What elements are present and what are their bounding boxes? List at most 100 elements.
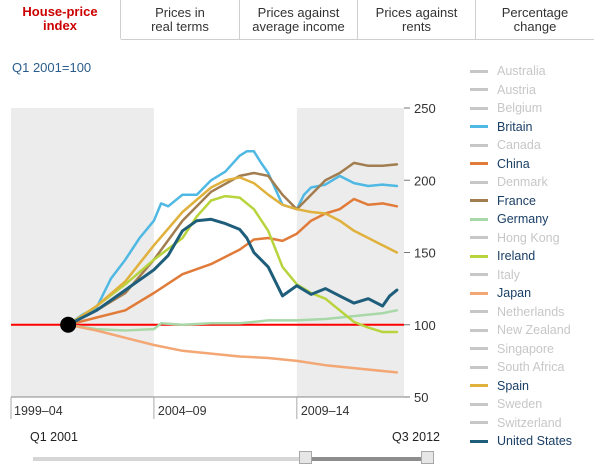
legend-swatch xyxy=(470,421,488,424)
legend-item-netherlands[interactable]: Netherlands xyxy=(470,303,564,321)
legend-swatch xyxy=(470,106,488,110)
tab-label: Percentage change xyxy=(501,4,569,34)
series-line-japan xyxy=(66,323,399,374)
tab-prices-in-real-terms[interactable]: Prices in real terms xyxy=(121,0,240,40)
tab-bar: House-price index Prices in real terms P… xyxy=(0,0,594,41)
legend-swatch xyxy=(470,125,488,128)
legend-swatch xyxy=(470,402,488,406)
legend-label: Britain xyxy=(497,119,533,134)
tab-house-price-index[interactable]: House-price index xyxy=(0,0,121,40)
y-tick-label: 50 xyxy=(414,390,428,405)
legend-swatch xyxy=(470,69,488,73)
period-band-3 xyxy=(296,108,404,397)
legend-label: Singapore xyxy=(497,341,554,356)
slider-start-handle[interactable] xyxy=(299,451,312,464)
slider-selected-range xyxy=(305,457,433,461)
legend-item-france[interactable]: France xyxy=(470,192,536,210)
legend-label: Italy xyxy=(497,267,520,282)
legend-item-germany[interactable]: Germany xyxy=(470,210,548,228)
legend-label: Ireland xyxy=(497,249,536,263)
tab-label: Prices against average income xyxy=(252,4,345,34)
legend-swatch xyxy=(470,384,488,387)
legend-item-canada[interactable]: Canada xyxy=(470,136,541,154)
legend-label: United States xyxy=(497,434,573,448)
tab-label: Prices in real terms xyxy=(151,4,209,34)
legend-item-japan[interactable]: Japan xyxy=(470,284,531,302)
series-line-united-states xyxy=(66,217,399,327)
x-period-label: 2004–09 xyxy=(158,404,207,418)
legend-label: Spain xyxy=(497,378,529,393)
legend-label: Netherlands xyxy=(497,304,565,319)
legend-swatch xyxy=(470,236,488,239)
x-period-label: 2009–14 xyxy=(301,404,350,418)
legend-label: New Zealand xyxy=(497,323,571,337)
slider-end-handle[interactable] xyxy=(421,451,434,464)
legend-swatch xyxy=(470,162,488,165)
legend-item-china[interactable]: China xyxy=(470,155,530,173)
slider-track[interactable] xyxy=(33,457,433,461)
legend-item-united-states[interactable]: United States xyxy=(470,432,572,450)
legend-item-hong-kong[interactable]: Hong Kong xyxy=(470,229,560,247)
y-tick-label: 150 xyxy=(414,246,436,261)
y-tick-label: 250 xyxy=(414,101,436,116)
legend-item-austria[interactable]: Austria xyxy=(470,81,536,99)
legend-item-switzerland[interactable]: Switzerland xyxy=(470,414,562,432)
legend-item-singapore[interactable]: Singapore xyxy=(470,340,554,358)
legend-swatch xyxy=(470,328,488,332)
legend-swatch xyxy=(470,254,488,258)
series-line-spain xyxy=(66,176,399,327)
period-band-1 xyxy=(11,108,154,397)
legend-swatch xyxy=(470,439,488,443)
tab-label: Prices against rents xyxy=(375,4,458,34)
legend-label: Germany xyxy=(497,212,549,226)
slider-start-label: Q1 2001 xyxy=(30,430,78,444)
y-tick-label: 200 xyxy=(414,173,436,188)
legend-swatch xyxy=(470,180,488,184)
legend-item-australia[interactable]: Australia xyxy=(470,62,546,80)
legend-swatch xyxy=(470,291,488,295)
tab-prices-against-average-income[interactable]: Prices against average income xyxy=(240,0,358,40)
slider-end-label: Q3 2012 xyxy=(392,430,440,444)
series-line-britain xyxy=(66,150,399,327)
legend-item-south-africa[interactable]: South Africa xyxy=(470,358,564,376)
legend-label: South Africa xyxy=(497,360,565,374)
legend-label: Hong Kong xyxy=(497,230,560,245)
legend-item-belgium[interactable]: Belgium xyxy=(470,99,542,117)
x-period-label: 1999–04 xyxy=(14,404,63,418)
legend-item-spain[interactable]: Spain xyxy=(470,377,529,395)
legend-item-sweden[interactable]: Sweden xyxy=(470,395,542,413)
tab-prices-against-rents[interactable]: Prices against rents xyxy=(358,0,476,40)
legend-swatch xyxy=(470,365,488,369)
legend-label: Canada xyxy=(497,138,541,152)
origin-point xyxy=(60,316,77,333)
legend-swatch xyxy=(470,217,488,221)
time-range-slider[interactable]: Q1 2001 Q3 2012 xyxy=(30,428,440,468)
legend-swatch xyxy=(470,143,488,147)
legend-item-new-zealand[interactable]: New Zealand xyxy=(470,321,571,339)
legend-swatch xyxy=(470,310,488,313)
legend-label: Austria xyxy=(497,82,536,97)
legend-label: Sweden xyxy=(497,397,543,411)
legend-label: Japan xyxy=(497,286,532,300)
tab-percentage-change[interactable]: Percentage change xyxy=(476,0,594,40)
legend-swatch xyxy=(470,199,488,202)
legend-label: Switzerland xyxy=(497,415,562,430)
legend-label: Australia xyxy=(497,64,546,78)
tab-label: House-price index xyxy=(22,4,98,33)
y-tick-label: 100 xyxy=(414,318,436,333)
legend-label: Belgium xyxy=(497,101,543,115)
legend-swatch xyxy=(470,273,488,276)
legend-swatch xyxy=(470,88,488,91)
legend-label: France xyxy=(497,193,536,208)
legend-item-britain[interactable]: Britain xyxy=(470,118,532,136)
legend-swatch xyxy=(470,347,488,350)
legend-item-denmark[interactable]: Denmark xyxy=(470,173,548,191)
series-line-ireland xyxy=(66,194,399,334)
legend-label: China xyxy=(497,156,530,171)
series-line-china xyxy=(66,197,399,327)
legend-item-italy[interactable]: Italy xyxy=(470,266,520,284)
legend-item-ireland[interactable]: Ireland xyxy=(470,247,535,265)
legend-label: Denmark xyxy=(497,175,548,189)
chart-subtitle: Q1 2001=100 xyxy=(12,60,92,75)
